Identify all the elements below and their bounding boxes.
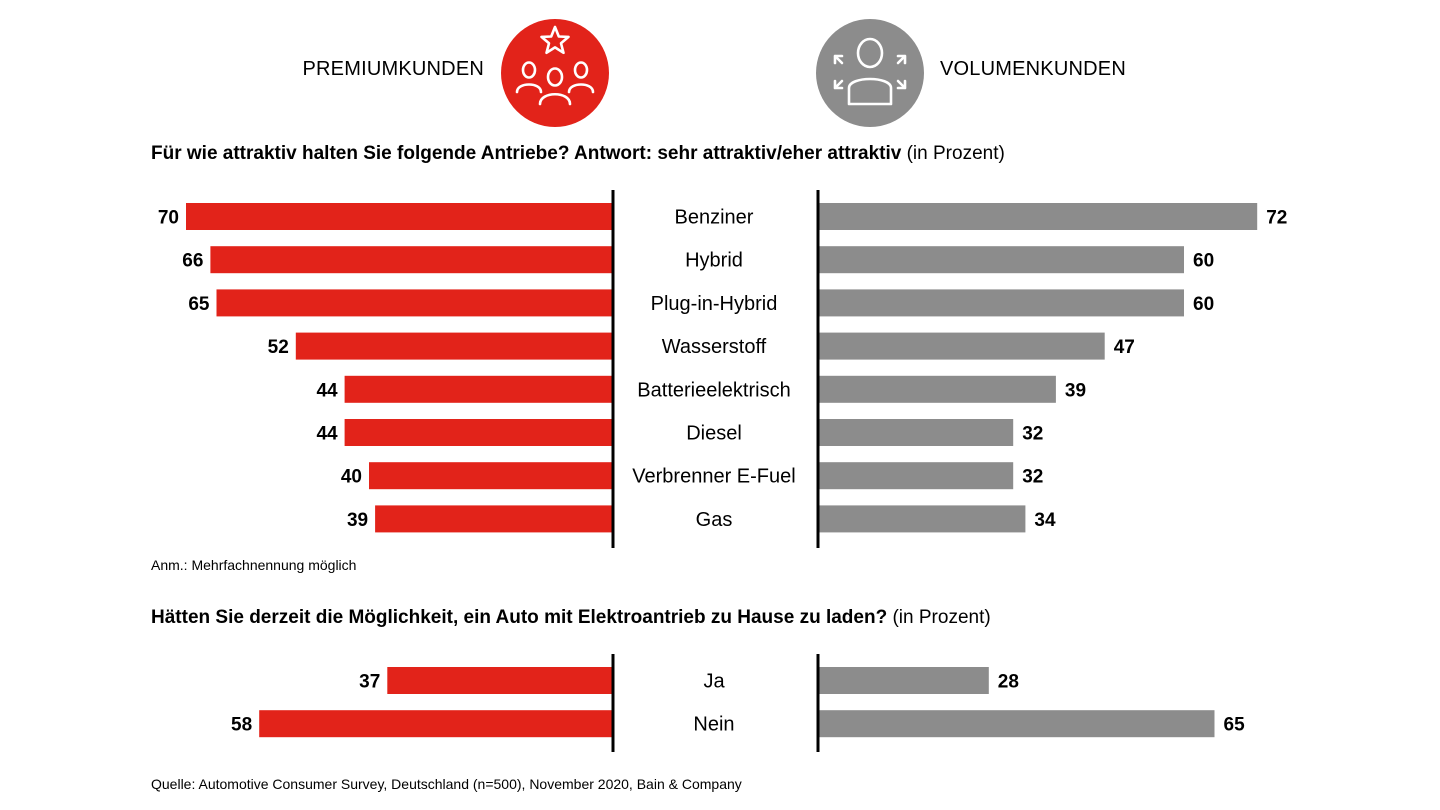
drive-premium-value: 44 [316, 380, 338, 401]
drive-premium-bar [186, 203, 613, 230]
drive-volume-value: 39 [1065, 380, 1086, 401]
drive-premium-value: 65 [188, 294, 210, 315]
drive-premium-value: 39 [347, 510, 368, 531]
drive-premium-value: 40 [341, 467, 362, 488]
question-1-bold: Für wie attraktiv halten Sie folgende An… [151, 143, 902, 164]
drive-premium-bar [369, 462, 613, 490]
drive-premium-bar [344, 419, 613, 446]
drive-premium-bar [295, 332, 613, 360]
drive-volume-bar [818, 246, 1184, 274]
drive-premium-bar [344, 375, 613, 403]
drive-premium-value: 52 [268, 337, 289, 358]
drive-volume-bar [818, 375, 1056, 403]
drive-volume-bar [818, 419, 1014, 446]
drive-premium-value: 66 [182, 251, 203, 272]
drive-volume-value: 60 [1193, 251, 1214, 272]
question-1-title: Für wie attraktiv halten Sie folgende An… [151, 143, 1005, 165]
drive-category-label: Batterieelektrisch [637, 379, 790, 401]
drive-volume-value: 47 [1114, 337, 1135, 358]
charging-volume-value: 65 [1224, 715, 1246, 736]
drive-category-label: Wasserstoff [662, 336, 767, 358]
drive-volume-bar [818, 462, 1014, 490]
premium-legend-label: PREMIUMKUNDEN [302, 58, 484, 80]
drive-category-label: Plug-in-Hybrid [651, 293, 778, 315]
charging-premium-value: 58 [231, 715, 252, 736]
question-1-unit: (in Prozent) [901, 143, 1005, 164]
drive-volume-bar [818, 505, 1026, 533]
drive-category-label: Gas [696, 509, 733, 531]
drive-volume-value: 32 [1022, 424, 1043, 445]
drive-volume-bar [818, 203, 1258, 230]
volume-legend-label: VOLUMENKUNDEN [940, 58, 1126, 80]
drive-attractiveness-chart: 70 72 Benziner 66 60 Hybrid 65 60 Plug-in-Hybrid… [158, 190, 1287, 548]
charging-volume-bar [818, 667, 989, 694]
group-star-icon [501, 19, 609, 127]
source-note: Quelle: Automotive Consumer Survey, Deut… [151, 776, 742, 792]
home-charging-chart: 37 28 Ja 58 65 Nein [231, 654, 1246, 752]
charging-volume-bar [818, 710, 1215, 738]
charging-premium-bar [387, 667, 613, 694]
drive-premium-bar [375, 505, 613, 533]
drive-volume-value: 34 [1034, 510, 1056, 531]
drive-premium-bar [210, 246, 613, 274]
charging-premium-bar [259, 710, 613, 738]
question-2-title: Hätten Sie derzeit die Möglichkeit, ein … [151, 607, 991, 629]
question-2-bold: Hätten Sie derzeit die Möglichkeit, ein … [151, 607, 888, 628]
drive-volume-value: 32 [1022, 467, 1043, 488]
drive-category-label: Verbrenner E-Fuel [632, 466, 795, 488]
drive-category-label: Hybrid [685, 250, 743, 272]
drive-volume-bar [818, 332, 1105, 360]
drive-premium-value: 70 [158, 208, 179, 229]
drive-category-label: Benziner [675, 207, 754, 229]
question-2-unit: (in Prozent) [887, 607, 991, 628]
person-arrows-icon [816, 19, 924, 127]
drive-premium-bar [216, 289, 613, 317]
charging-volume-value: 28 [998, 672, 1019, 693]
drive-volume-value: 60 [1193, 294, 1214, 315]
drive-category-label: Diesel [686, 423, 742, 445]
charging-category-label: Ja [703, 671, 725, 693]
drive-premium-value: 44 [316, 424, 338, 445]
drive-volume-value: 72 [1266, 208, 1287, 229]
charging-premium-value: 37 [359, 672, 380, 693]
footnote: Anm.: Mehrfachnennung möglich [151, 557, 357, 573]
drive-volume-bar [818, 289, 1184, 317]
charging-category-label: Nein [693, 714, 734, 736]
